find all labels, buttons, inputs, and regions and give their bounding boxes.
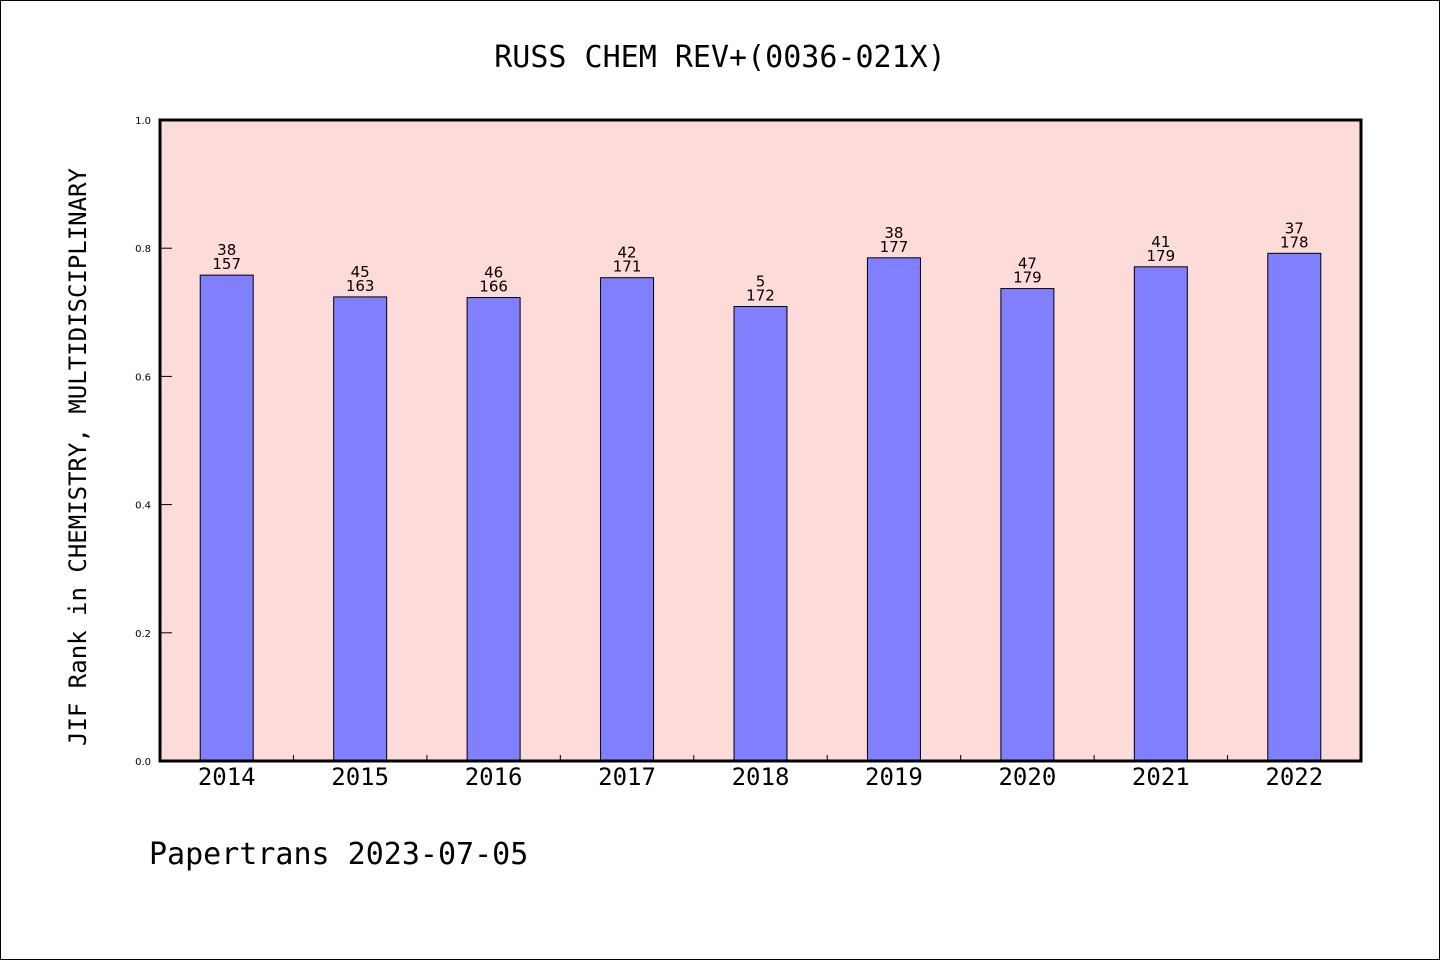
data-label-total: 178	[1280, 233, 1309, 251]
x-tick-label: 2022	[1265, 763, 1323, 791]
x-tick-label: 2021	[1132, 763, 1190, 791]
bar	[466, 297, 521, 762]
data-label-total: 179	[1013, 269, 1042, 287]
chart-title: RUSS CHEM REV+(0036-021X)	[494, 40, 946, 75]
footer-credit: Papertrans 2023-07-05	[149, 837, 528, 872]
data-label-total: 171	[613, 258, 642, 276]
x-tick-label: 2015	[331, 763, 389, 791]
data-label-rank: 45	[351, 263, 370, 281]
bar	[866, 257, 921, 762]
y-tick-label: 0.6	[135, 372, 151, 383]
data-label-rank: 37	[1285, 219, 1304, 237]
y-tick-label: 1.0	[135, 116, 151, 127]
data-label-rank: 46	[484, 264, 503, 282]
x-tick-label: 2017	[598, 763, 656, 791]
data-label-rank: 42	[618, 244, 637, 262]
x-axis-ticks: 2014 2015 2016 2017 2018 2019 2020 2021 2022	[198, 755, 1323, 791]
y-tick-label: 0.0	[135, 757, 151, 768]
data-label-rank: 47	[1018, 255, 1037, 273]
y-axis-ticks: 0.0 0.2 0.4 0.6 0.8 1.0	[135, 116, 172, 768]
data-label-total: 163	[346, 277, 375, 295]
data-label-rank: 41	[1151, 233, 1170, 251]
bar	[1267, 252, 1322, 762]
x-tick-label: 2018	[732, 763, 790, 791]
x-tick-label: 2016	[465, 763, 523, 791]
data-label-total: 179	[1147, 247, 1176, 265]
bar	[199, 274, 254, 762]
data-label-total: 172	[746, 287, 775, 305]
bar	[1000, 288, 1055, 762]
data-label-total: 157	[212, 255, 241, 273]
y-tick-label: 0.8	[135, 244, 151, 255]
data-label-rank: 38	[884, 224, 903, 242]
y-tick-label: 0.4	[135, 501, 151, 512]
data-label-total: 166	[479, 278, 508, 296]
y-axis-label: JIF Rank in CHEMISTRY, MULTIDISCIPLINARY	[64, 167, 92, 746]
bar	[600, 277, 655, 762]
y-tick-label: 0.2	[135, 629, 151, 640]
bar	[333, 296, 388, 762]
bar	[733, 306, 788, 762]
x-tick-label: 2014	[198, 763, 256, 791]
data-label-rank: 5	[756, 273, 766, 291]
data-label-total: 177	[880, 238, 909, 256]
x-tick-label: 2020	[998, 763, 1056, 791]
plot-border	[158, 118, 1363, 763]
bar	[1133, 266, 1188, 762]
x-tick-label: 2019	[865, 763, 923, 791]
data-label-rank: 38	[217, 241, 236, 259]
